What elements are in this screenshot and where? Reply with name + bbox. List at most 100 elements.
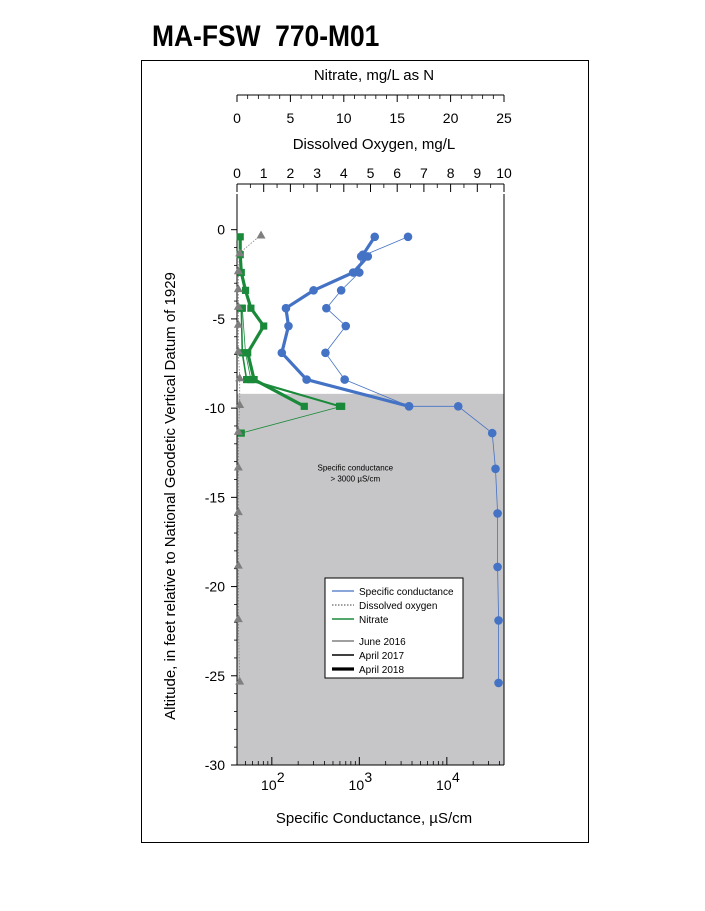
do-tick-label: 7 xyxy=(420,165,428,181)
dissolved-oxygen-point xyxy=(233,319,243,328)
specific-conductance-point xyxy=(281,303,291,313)
chart-svg: 0 -5 -10 -15 -20 -25 -30 0 5 10 15 20 25 0 1 2 3 4 5 6 7 8 9 10… xyxy=(162,67,512,827)
do-tick-label: 2 xyxy=(287,165,295,181)
legend-label-dissolved-oxygen: Dissolved oxygen xyxy=(359,601,437,612)
do-tick-label: 4 xyxy=(340,165,348,181)
nitrate-tick-label: 20 xyxy=(443,110,459,126)
legend-label-april-2018: April 2018 xyxy=(359,665,404,676)
dissolved-oxygen-point xyxy=(233,614,243,623)
nitrate-tick-label: 5 xyxy=(287,110,295,126)
sc-tick-exponent: 4 xyxy=(452,769,460,785)
do-tick-label: 5 xyxy=(367,165,375,181)
do-tick-label: 3 xyxy=(313,165,321,181)
specific-conductance-point xyxy=(321,348,330,358)
specific-conductance-point xyxy=(493,509,502,518)
specific-conductance-point xyxy=(493,562,502,572)
dissolved-oxygen-point xyxy=(235,676,245,685)
y-tick-label: -15 xyxy=(205,489,225,505)
legend: Specific conductance Dissolved oxygen Ni… xyxy=(324,577,464,679)
do-tick-label: 10 xyxy=(496,165,512,181)
sc-tick-exponent: 3 xyxy=(364,769,372,785)
specific-conductance-line-0 xyxy=(325,236,499,683)
nitrate-tick-label: 0 xyxy=(233,110,241,126)
nitrate-tick-label: 15 xyxy=(389,110,405,126)
specific-conductance-point xyxy=(404,402,414,411)
specific-conductance-point xyxy=(302,375,311,384)
y-tick-label: -30 xyxy=(205,757,225,773)
sc-axis-title: Specific Conductance, µS/cm xyxy=(276,810,472,827)
do-axis-title: Dissolved Oxygen, mg/L xyxy=(293,136,456,153)
specific-conductance-point xyxy=(340,375,349,384)
dissolved-oxygen-line-0 xyxy=(237,234,262,682)
dissolved-oxygen-point xyxy=(233,284,243,293)
dissolved-oxygen-point xyxy=(233,346,243,355)
y-tick-label: -10 xyxy=(205,400,225,416)
sc-tick-label: 10 xyxy=(261,777,277,793)
specific-conductance-point xyxy=(487,428,497,438)
specific-conductance-point xyxy=(355,268,364,277)
y-axis-title: Altitude, in feet relative to National G… xyxy=(162,272,179,720)
y-tick-label: 0 xyxy=(217,222,225,238)
dissolved-oxygen-point xyxy=(235,400,245,409)
y-tick-label: -25 xyxy=(205,668,225,684)
chart-frame: 0 -5 -10 -15 -20 -25 -30 0 5 10 15 20 25 0 1 2 3 4 5 6 7 8 9 10… xyxy=(141,60,589,843)
do-tick-label: 8 xyxy=(447,165,455,181)
sc-tick-label: 10 xyxy=(436,777,452,793)
do-tick-label: 1 xyxy=(260,165,268,181)
specific-conductance-point xyxy=(284,321,293,331)
specific-conductance-point xyxy=(370,232,380,242)
dissolved-oxygen-point xyxy=(233,426,243,435)
specific-conductance-point xyxy=(491,464,500,474)
dissolved-oxygen-point xyxy=(233,507,243,516)
nitrate-point xyxy=(243,375,251,384)
y-tick-label: -20 xyxy=(205,579,225,595)
specific-conductance-point xyxy=(322,303,331,313)
legend-box xyxy=(324,577,464,679)
specific-conductance-point xyxy=(336,286,346,295)
nitrate-line-1 xyxy=(240,308,340,408)
nitrate-point xyxy=(247,304,255,312)
page-title: MA-FSW 770-M01 xyxy=(152,20,380,53)
dissolved-oxygen-point xyxy=(256,230,266,239)
specific-conductance-point xyxy=(453,402,463,411)
specific-conductance-point xyxy=(403,232,413,242)
legend-label-specific-conductance: Specific conductance xyxy=(359,587,454,598)
nitrate-point xyxy=(300,402,308,410)
legend-label-nitrate: Nitrate xyxy=(359,615,389,626)
sc-tick-label: 10 xyxy=(349,777,365,793)
nitrate-point xyxy=(335,402,344,410)
do-tick-label: 9 xyxy=(473,165,481,181)
do-tick-label: 0 xyxy=(233,165,241,181)
dissolved-oxygen-point xyxy=(235,373,245,382)
dissolved-oxygen-point xyxy=(233,266,243,275)
specific-conductance-point xyxy=(309,286,318,295)
dissolved-oxygen-point xyxy=(235,248,245,257)
nitrate-point xyxy=(238,349,246,357)
nitrate-tick-label: 25 xyxy=(496,110,512,126)
legend-label-june-2016: June 2016 xyxy=(359,637,406,648)
annotation-line-2: > 3000 µS/cm xyxy=(330,475,380,484)
do-tick-label: 6 xyxy=(393,165,401,181)
nitrate-axis-title: Nitrate, mg/L as N xyxy=(314,67,434,84)
sc-tick-exponent: 2 xyxy=(277,769,285,785)
specific-conductance-point xyxy=(348,268,358,277)
nitrate-point xyxy=(241,286,250,294)
dissolved-oxygen-point xyxy=(233,301,243,310)
specific-conductance-point xyxy=(277,348,287,358)
y-tick-label: -5 xyxy=(213,311,226,327)
nitrate-tick-label: 10 xyxy=(336,110,352,126)
nitrate-point xyxy=(236,233,244,241)
legend-label-april-2017: April 2017 xyxy=(359,651,404,662)
specific-conductance-point xyxy=(494,678,503,688)
nitrate-point xyxy=(244,349,252,357)
annotation-line-1: Specific conductance xyxy=(318,464,394,473)
specific-conductance-point xyxy=(341,321,351,331)
dissolved-oxygen-point xyxy=(233,462,243,471)
series-markers xyxy=(233,230,503,688)
axes-layer: 0 -5 -10 -15 -20 -25 -30 0 5 10 15 20 25 0 1 2 3 4 5 6 7 8 9 10… xyxy=(205,94,512,793)
dissolved-oxygen-point xyxy=(233,560,243,569)
nitrate-point xyxy=(260,322,268,330)
nitrate-point xyxy=(250,375,258,384)
specific-conductance-point xyxy=(494,616,503,625)
specific-conductance-point xyxy=(363,252,373,261)
